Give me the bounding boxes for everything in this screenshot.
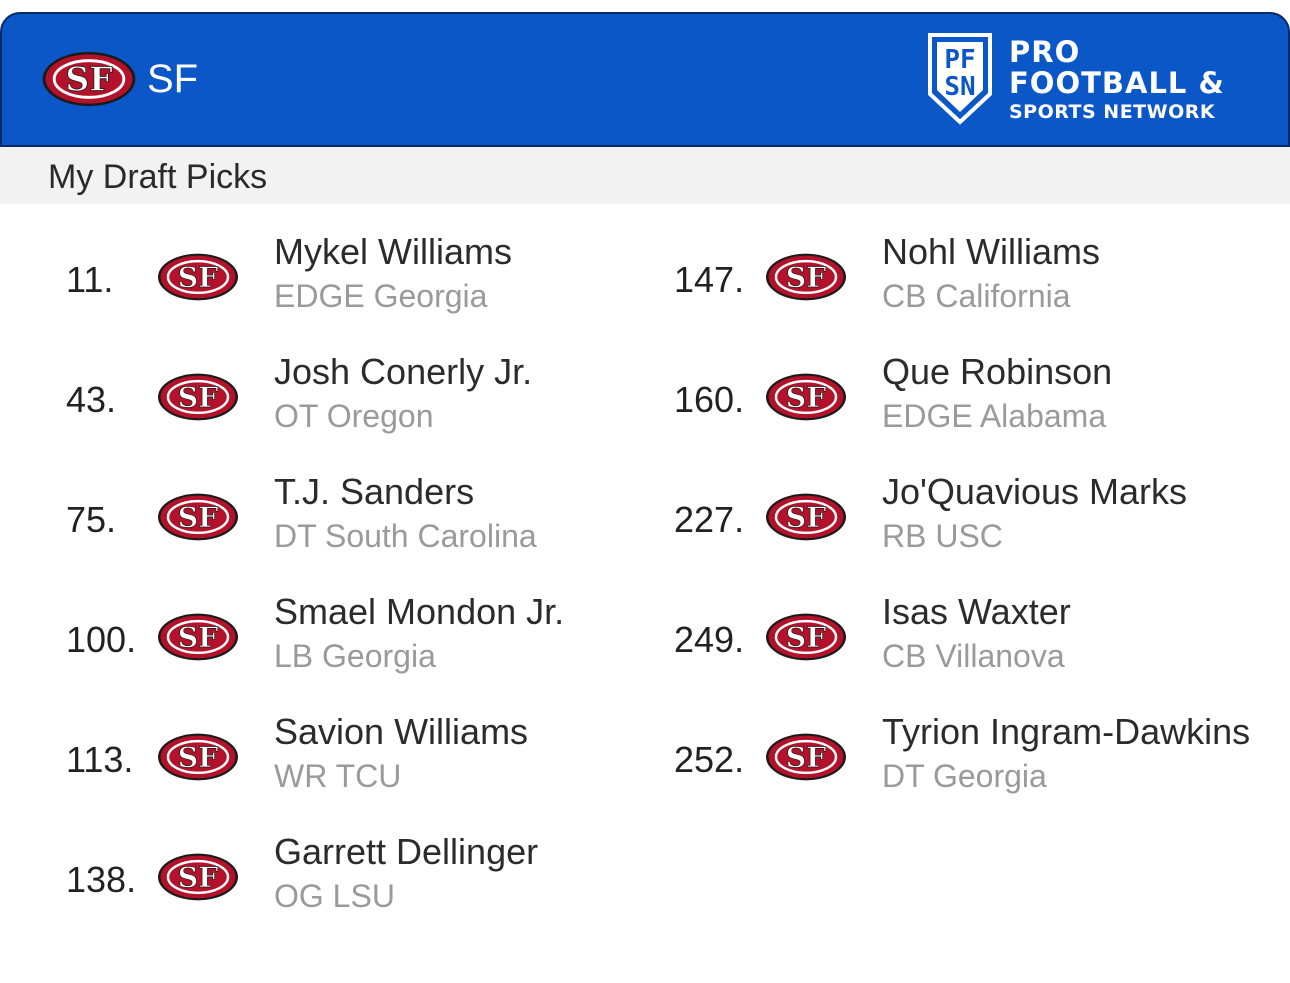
- player-name: Tyrion Ingram-Dawkins: [882, 711, 1251, 752]
- brand-line-2: FOOTBALL &: [1009, 66, 1225, 100]
- draft-pick-row: 75. T.J. Sanders DT South Carolina: [66, 472, 666, 572]
- player-position-school: OT Oregon: [274, 398, 434, 434]
- team-logo-icon: [156, 732, 240, 782]
- pick-number: 138.: [66, 859, 137, 900]
- team-logo-icon: [156, 612, 240, 662]
- team-logo-icon: [764, 492, 848, 542]
- pick-number: 160.: [674, 379, 745, 420]
- draft-pick-row: 147. Nohl Williams CB California: [674, 232, 1274, 332]
- pick-number: 113.: [66, 739, 134, 780]
- brand-line-1: PRO: [1009, 35, 1081, 69]
- player-position-school: DT Georgia: [882, 758, 1047, 794]
- player-position-school: CB Villanova: [882, 638, 1065, 674]
- player-name: Smael Mondon Jr.: [274, 591, 565, 632]
- player-name: Jo'Quavious Marks: [882, 471, 1187, 512]
- section-header: My Draft Picks: [0, 147, 1290, 204]
- player-position-school: EDGE Alabama: [882, 398, 1107, 434]
- draft-pick-row: 11. Mykel Williams EDGE Georgia: [66, 232, 666, 332]
- team-logo-icon: [764, 252, 848, 302]
- player-position-school: CB California: [882, 278, 1071, 314]
- draft-pick-row: 113. Savion Williams WR TCU: [66, 712, 666, 812]
- player-position-school: RB USC: [882, 518, 1003, 554]
- player-name: T.J. Sanders: [274, 471, 475, 512]
- player-position-school: LB Georgia: [274, 638, 436, 674]
- team-logo-icon: [764, 732, 848, 782]
- player-name: Mykel Williams: [274, 231, 512, 272]
- draft-pick-row: 227. Jo'Quavious Marks RB USC: [674, 472, 1274, 572]
- draft-pick-row: 252. Tyrion Ingram-Dawkins DT Georgia: [674, 712, 1274, 812]
- draft-pick-row: 138. Garrett Dellinger OG LSU: [66, 832, 666, 932]
- player-name: Garrett Dellinger: [274, 831, 539, 872]
- draft-pick-row: 249. Isas Waxter CB Villanova: [674, 592, 1274, 692]
- brand-line-3: SPORTS NETWORK: [1009, 101, 1216, 123]
- team-header: SF PF SN PRO FOOTBALL & SPORTS NETWORK: [0, 12, 1290, 147]
- brand-wordmark: PRO FOOTBALL & SPORTS NETWORK: [1009, 36, 1225, 126]
- pick-number: 249.: [674, 619, 745, 660]
- team-abbreviation: SF: [147, 57, 199, 101]
- team-logo-icon: [156, 252, 240, 302]
- pick-number: 75.: [66, 499, 117, 540]
- player-name: Nohl Williams: [882, 231, 1101, 272]
- draft-pick-row: 100. Smael Mondon Jr. LB Georgia: [66, 592, 666, 692]
- pick-number: 100.: [66, 619, 137, 660]
- team-logo-icon: [40, 50, 138, 108]
- player-name: Savion Williams: [274, 711, 529, 752]
- pick-number: 43.: [66, 379, 117, 420]
- team-logo-icon: [156, 372, 240, 422]
- draft-pick-row: 43. Josh Conerly Jr. OT Oregon: [66, 352, 666, 452]
- pick-number: 252.: [674, 739, 745, 780]
- player-position-school: EDGE Georgia: [274, 278, 488, 314]
- section-title: My Draft Picks: [48, 158, 268, 196]
- svg-text:SN: SN: [944, 72, 975, 102]
- pfsn-shield-icon: PF SN: [928, 33, 992, 125]
- pick-number: 147.: [674, 259, 745, 300]
- team-logo-icon: [764, 612, 848, 662]
- pick-number: 11.: [66, 259, 114, 300]
- player-name: Isas Waxter: [882, 591, 1071, 632]
- draft-pick-row: 160. Que Robinson EDGE Alabama: [674, 352, 1274, 452]
- pick-number: 227.: [674, 499, 745, 540]
- team-logo-icon: [156, 492, 240, 542]
- team-logo-icon: [764, 372, 848, 422]
- player-name: Josh Conerly Jr.: [274, 351, 533, 392]
- player-position-school: WR TCU: [274, 758, 402, 794]
- svg-text:PF: PF: [944, 45, 975, 75]
- player-position-school: DT South Carolina: [274, 518, 537, 554]
- player-position-school: OG LSU: [274, 878, 395, 914]
- player-name: Que Robinson: [882, 351, 1113, 392]
- team-logo-icon: [156, 852, 240, 902]
